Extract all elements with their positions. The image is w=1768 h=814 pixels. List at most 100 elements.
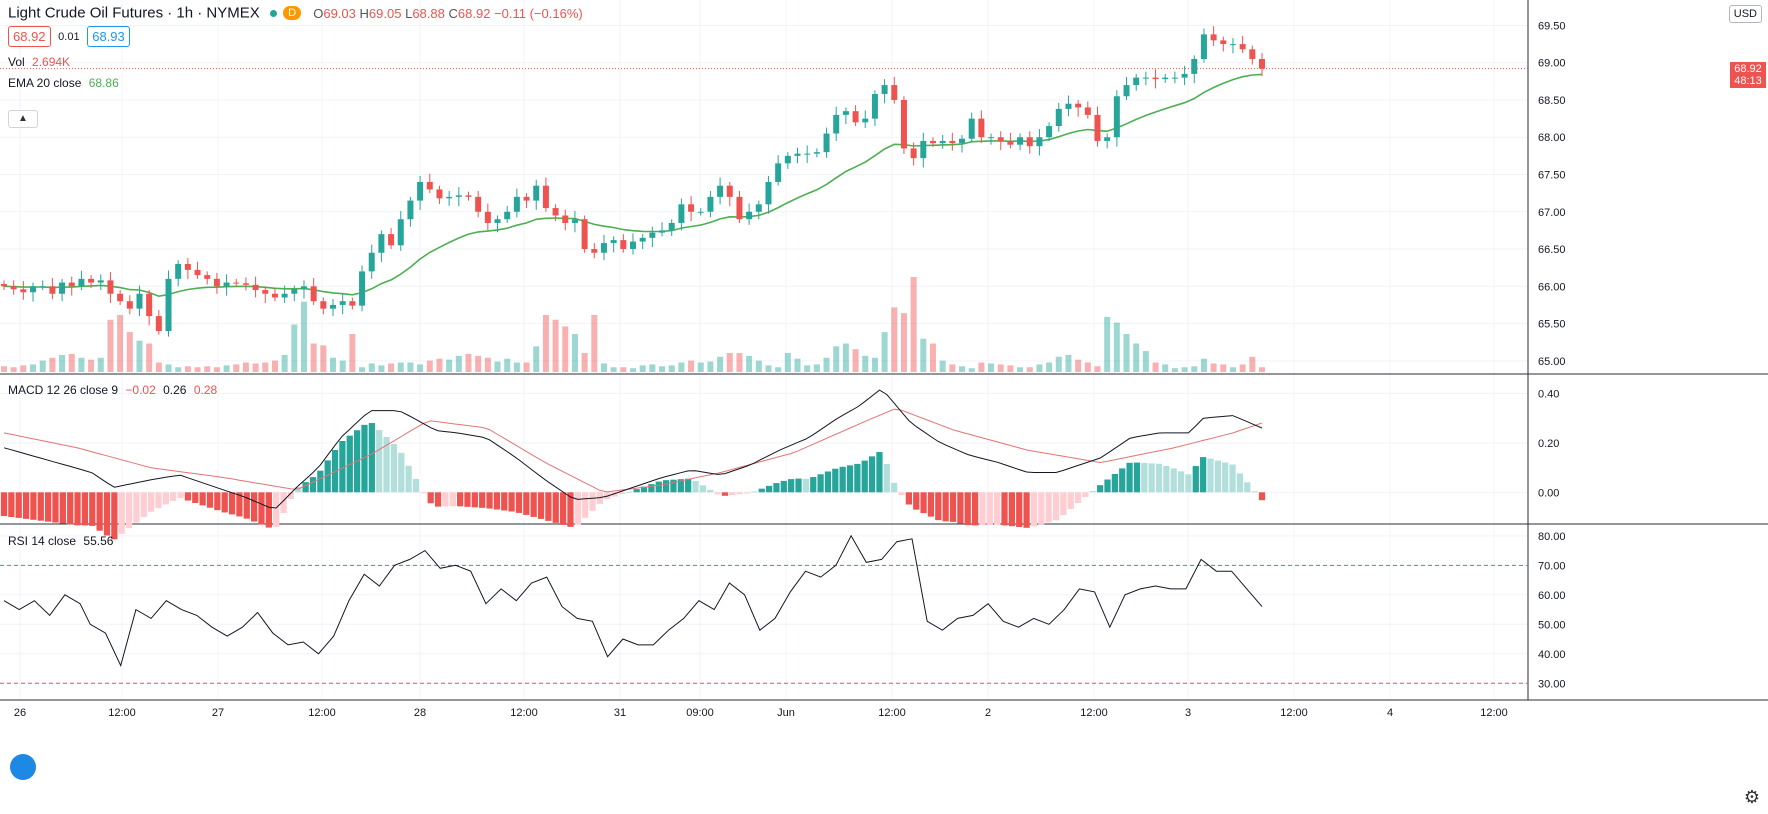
macd-histogram-bar — [486, 492, 493, 509]
tradingview-logo-icon[interactable] — [10, 754, 36, 780]
high-value: 69.05 — [368, 6, 402, 22]
volume-bar — [407, 362, 414, 372]
price-tick-label: 65.50 — [1538, 319, 1566, 331]
bar-countdown: 48:13 — [1734, 75, 1762, 87]
price-tick-label: 68.00 — [1538, 132, 1566, 144]
volume-bar — [252, 363, 259, 372]
volume-bar — [988, 363, 995, 372]
candlesticks — [1, 26, 1265, 337]
volume-bar — [1142, 351, 1149, 372]
candle-body — [630, 241, 636, 250]
candle-body — [242, 283, 249, 285]
candle-body — [639, 237, 646, 242]
volume-bar — [659, 366, 666, 372]
macd-histogram-bar — [861, 460, 868, 493]
volume-bar — [939, 360, 946, 372]
candle-body — [68, 282, 75, 287]
macd-histogram-bar — [1001, 492, 1008, 526]
price-tick-label: 66.00 — [1538, 281, 1566, 293]
candle-body — [1259, 58, 1265, 69]
volume-bar — [552, 319, 559, 372]
macd-histogram-bar — [302, 482, 309, 493]
volume-bar — [1046, 362, 1053, 372]
volume-bar — [136, 340, 143, 372]
macd-histogram-bar — [677, 479, 684, 493]
candle-body — [165, 278, 172, 332]
bid-price-button[interactable]: 68.92 — [8, 26, 51, 47]
currency-button[interactable]: USD — [1728, 5, 1762, 23]
macd-histogram-bar — [662, 480, 670, 493]
gear-icon[interactable]: ⚙ — [1743, 787, 1760, 807]
candle-body — [359, 271, 366, 306]
ask-price-button[interactable]: 68.93 — [87, 26, 130, 47]
symbol-title[interactable]: Light Crude Oil Futures · 1h · NYMEX — [8, 4, 260, 22]
candle-body — [1229, 44, 1236, 46]
volume-bar — [620, 367, 627, 372]
macd-label: MACD 12 26 close 9 — [8, 382, 119, 397]
volume-bar — [504, 358, 511, 372]
macd-histogram-bar — [1229, 464, 1236, 493]
volume-bar — [871, 357, 878, 372]
candle-body — [1094, 114, 1101, 141]
candle-body — [1162, 77, 1169, 80]
candle-body — [678, 204, 685, 223]
low-label: L — [405, 6, 413, 22]
candle-body — [330, 304, 337, 309]
collapse-legend-button[interactable]: ▲ — [8, 110, 38, 128]
macd-histogram-bar — [655, 481, 662, 493]
ema-legend[interactable]: EMA 20 close 68.86 — [8, 75, 119, 90]
rsi-legend[interactable]: RSI 14 close 55.56 — [8, 533, 113, 548]
macd-histogram-bar — [810, 477, 817, 493]
macd-histogram-bar — [471, 492, 478, 508]
macd-histogram-bar — [346, 435, 353, 493]
volume-bar — [697, 362, 704, 372]
volume-bar — [310, 343, 317, 372]
macd-histogram-bar — [383, 437, 390, 493]
macd-histogram-bar — [67, 492, 74, 525]
volume-bar — [678, 362, 685, 372]
macd-histogram-bar — [390, 443, 398, 493]
macd-histogram-bar — [287, 492, 295, 500]
volume-bar — [542, 315, 549, 372]
volume-bar — [378, 365, 385, 372]
time-tick-label: 12:00 — [510, 707, 538, 719]
macd-histogram-bar — [376, 430, 383, 493]
candle-body — [1239, 44, 1246, 50]
candle-body — [929, 140, 936, 144]
macd-histogram-bar — [1163, 465, 1170, 493]
session-badge[interactable]: D — [283, 6, 302, 21]
open-label: O — [313, 6, 324, 22]
candle-body — [939, 140, 946, 144]
volume-bar — [368, 363, 375, 372]
volume-bar — [949, 364, 956, 372]
volume-bar — [475, 355, 482, 372]
candle-body — [688, 204, 695, 212]
volume-bar — [97, 357, 104, 372]
macd-legend[interactable]: MACD 12 26 close 9 −0.02 0.26 0.28 — [8, 382, 217, 397]
volume-bar — [320, 345, 327, 372]
volume-bar — [436, 358, 443, 372]
ema-20-line — [3, 73, 1263, 298]
macd-histogram-bar — [1185, 474, 1192, 493]
candle-body — [378, 234, 385, 253]
close-value: 68.92 — [457, 6, 491, 22]
time-tick-label: 28 — [414, 707, 426, 719]
volume-bar — [397, 362, 404, 372]
candle-body — [136, 293, 143, 309]
time-tick-label: 27 — [212, 707, 224, 719]
macd-histogram-bar — [898, 492, 905, 496]
candle-body — [552, 208, 559, 216]
macd-histogram-bar — [133, 492, 140, 523]
volume-bar — [107, 319, 114, 372]
macd-histogram-bar — [280, 492, 287, 513]
status-dot — [269, 9, 277, 17]
volume-legend[interactable]: Vol 2.694K — [8, 54, 70, 69]
last-price-tag: 68.92 48:13 — [1730, 62, 1766, 88]
volume-bar — [484, 357, 491, 372]
candle-body — [862, 118, 869, 123]
volume-bar — [707, 361, 714, 372]
volume-bar — [794, 358, 801, 372]
candle-body — [484, 211, 491, 223]
volume-bar — [1171, 368, 1178, 372]
